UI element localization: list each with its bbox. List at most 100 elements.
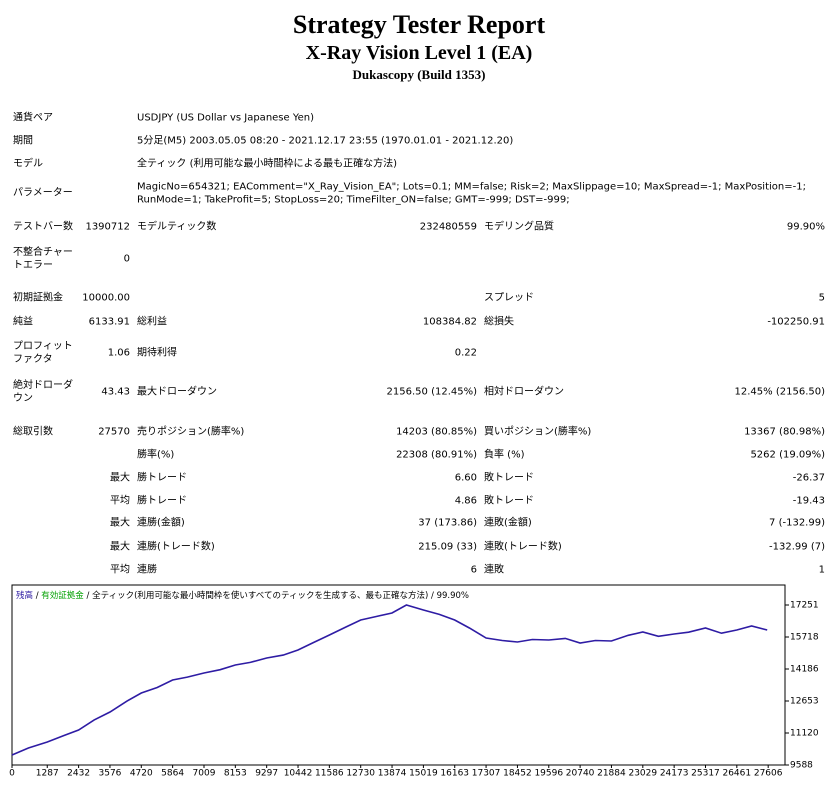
x-tick-label: 2432 [67, 769, 90, 779]
row-prefix: 最大 [110, 517, 130, 529]
x-tick-label: 10442 [284, 769, 313, 779]
row-label: 絶対ドローダウン [13, 380, 73, 404]
cell-value: 5262 (19.09%) [750, 449, 825, 461]
report-build: Dukascopy (Build 1353) [352, 67, 486, 82]
x-tick-label: 12730 [346, 769, 375, 779]
cell-value: 37 (173.86) [418, 517, 477, 529]
cell-value: 232480559 [419, 221, 477, 233]
cell-value: -19.43 [792, 495, 825, 507]
cell-value: 22308 (80.91%) [396, 449, 477, 461]
cell-label: 最大ドローダウン [137, 386, 217, 398]
row-value: 1.06 [107, 347, 130, 359]
cell-label: 連敗(金額) [484, 517, 532, 529]
cell-label: 期待利得 [137, 347, 177, 359]
y-tick-label: 11120 [790, 729, 819, 739]
report-subtitle: X-Ray Vision Level 1 (EA) [305, 42, 533, 64]
cell-value: 5 [818, 292, 825, 304]
x-tick-label: 11586 [315, 769, 344, 779]
cell-label: 売りポジション(勝率%) [137, 426, 245, 438]
cell-value: 108384.82 [422, 316, 477, 328]
cell-value: 6 [470, 564, 477, 576]
legend-separator: / [35, 591, 39, 601]
y-tick-label: 14186 [790, 664, 819, 674]
cell-label: 敗トレード [484, 472, 534, 484]
x-tick-label: 17307 [472, 769, 501, 779]
row-text: RunMode=1; TakeProfit=5; StopLoss=20; Ti… [137, 194, 570, 205]
cell-value: -26.37 [792, 472, 825, 484]
x-tick-label: 3576 [99, 769, 122, 779]
cell-label: 連敗 [484, 564, 504, 576]
report-title: Strategy Tester Report [292, 10, 546, 39]
x-tick-label: 0 [9, 769, 15, 779]
x-tick-label: 9297 [255, 769, 278, 779]
cell-label: 連敗(トレード数) [484, 541, 562, 553]
row-label: 不整合チャートエラー [13, 247, 73, 271]
balance-line [11, 604, 768, 756]
row-label: パラメーター [13, 187, 73, 199]
cell-label: 勝トレード [137, 472, 187, 484]
row-label: 通貨ペア [13, 112, 53, 124]
row-value: 0 [123, 253, 130, 265]
row-value: 10000.00 [82, 292, 130, 304]
legend-item: 有効証拠金 [41, 591, 84, 601]
row-prefix: 最大 [110, 472, 130, 484]
y-tick-label: 12653 [790, 697, 819, 707]
cell-label: 買いポジション(勝率%) [484, 426, 592, 438]
x-tick-label: 26461 [722, 769, 751, 779]
y-tick-label: 17251 [790, 601, 819, 611]
cell-label: 総利益 [137, 316, 167, 328]
x-tick-label: 7009 [193, 769, 216, 779]
row-label: プロフィットファクタ [13, 341, 73, 365]
cell-label: 負率 (%) [484, 449, 525, 461]
legend-item: 残高 [16, 591, 34, 601]
cell-value: 99.90% [786, 221, 825, 233]
x-tick-label: 24173 [660, 769, 689, 779]
legend-model: 全ティック(利用可能な最小時間枠を使いすべてのティックを生成する、最も正確な方法… [92, 591, 429, 601]
x-tick-label: 18452 [503, 769, 532, 779]
row-prefix: 平均 [110, 495, 130, 507]
cell-value: 2156.50 (12.45%) [386, 386, 477, 398]
cell-label: 総損失 [484, 316, 514, 328]
cell-label: 連勝(金額) [137, 517, 185, 529]
cell-value: 215.09 (33) [418, 541, 477, 553]
plot-frame [11, 584, 786, 766]
row-prefix: 平均 [110, 564, 130, 576]
x-tick-label: 20740 [566, 769, 595, 779]
cell-value: 0.22 [454, 347, 477, 359]
y-tick-label: 15718 [790, 633, 819, 643]
cell-label: 連勝 [137, 564, 157, 576]
x-tick-label: 21884 [597, 769, 626, 779]
cell-label: 勝率(%) [137, 449, 175, 461]
row-text: 全ティック (利用可能な最小時間枠による最も正確な方法) [137, 158, 398, 170]
cell-label: 相対ドローダウン [484, 386, 564, 398]
cell-label: 敗トレード [484, 495, 534, 507]
x-tick-label: 16163 [440, 769, 469, 779]
row-label: 純益 [13, 316, 33, 328]
row-label: 初期証拠金 [13, 292, 63, 304]
cell-value: 13367 (80.98%) [744, 426, 825, 438]
row-value: 27570 [98, 426, 130, 438]
x-tick-label: 25317 [691, 769, 720, 779]
row-value: 43.43 [101, 386, 130, 398]
y-tick-label: 9588 [790, 761, 813, 771]
row-text: MagicNo=654321; EAComment="X_Ray_Vision_… [137, 181, 806, 192]
row-value: 6133.91 [88, 316, 130, 328]
cell-label: スプレッド [484, 292, 534, 304]
x-tick-label: 4720 [130, 769, 153, 779]
legend-separator: / [430, 591, 434, 601]
cell-value: 6.60 [454, 472, 477, 484]
row-label: テストバー数 [13, 221, 73, 233]
chart-legend: 残高 / 有効証拠金 / 全ティック(利用可能な最小時間枠を使いすべてのティック… [16, 589, 469, 601]
row-label: 期間 [13, 135, 33, 147]
cell-label: 勝トレード [137, 495, 187, 507]
x-tick-label: 27606 [754, 769, 783, 779]
cell-label: 連勝(トレード数) [137, 541, 215, 553]
row-prefix: 最大 [110, 541, 130, 553]
row-label: モデル [13, 158, 43, 170]
x-tick-label: 8153 [224, 769, 247, 779]
cell-value: 1 [818, 564, 825, 576]
cell-value: 4.86 [454, 495, 477, 507]
legend-quality: 99.90% [436, 591, 469, 601]
